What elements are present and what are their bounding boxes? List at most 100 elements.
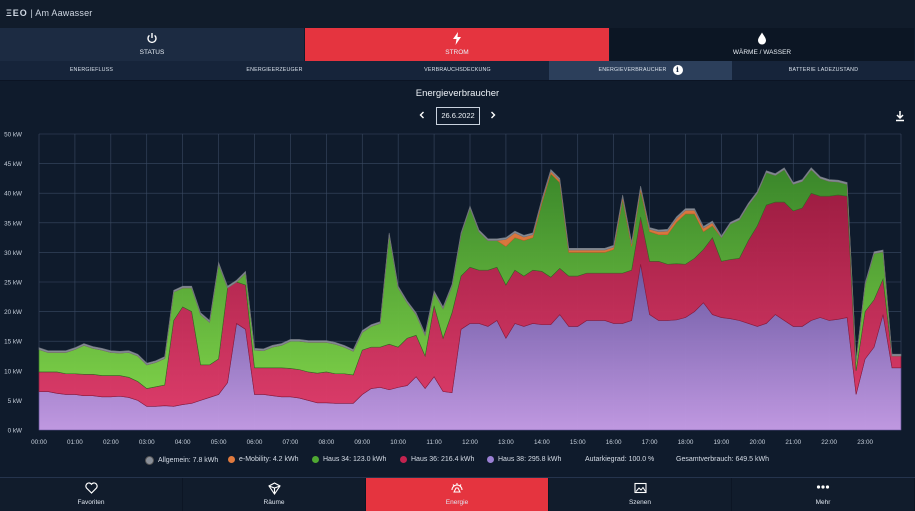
x-tick-label: 01:00: [67, 439, 83, 446]
subtab-label: ENERGIEERZEUGER: [246, 67, 303, 73]
gesamtverbrauch-value: Gesamtverbrauch: 649.5 kWh: [676, 456, 769, 463]
download-icon: [896, 111, 904, 122]
lightning-icon: [305, 32, 609, 46]
legend-dot: [228, 456, 235, 463]
legend-dot: [400, 456, 407, 463]
x-tick-label: 15:00: [570, 439, 586, 446]
date-navigator: 26.6.2022: [0, 107, 915, 125]
x-tick-label: 22:00: [821, 439, 837, 446]
subtab-energieerzeuger[interactable]: ENERGIEERZEUGER: [183, 61, 366, 80]
y-tick-label: 15 kW: [4, 339, 22, 346]
subtab-energiefluss[interactable]: ENERGIEFLUSS: [0, 61, 183, 80]
nav-label: Energie: [445, 499, 469, 506]
x-tick-label: 07:00: [283, 439, 299, 446]
brand-separator: |: [30, 8, 34, 18]
y-tick-label: 10 kW: [4, 368, 22, 375]
x-tick-label: 11:00: [426, 439, 442, 446]
x-tick-label: 19:00: [714, 439, 730, 446]
x-tick-label: 18:00: [678, 439, 694, 446]
x-tick-label: 04:00: [175, 439, 191, 446]
brand: ΞEO | Am Aawasser: [6, 8, 93, 18]
legend-item-haus36[interactable]: Haus 36: 216.4 kWh: [400, 456, 474, 463]
subtab-batterie-ladezustand[interactable]: BATTERIE LADEZUSTAND: [732, 61, 915, 80]
gesamtverbrauch-label: Gesamtverbrauch: 649.5 kWh: [676, 456, 769, 463]
more-dots-icon: [732, 482, 914, 496]
nav-mehr[interactable]: Mehr: [732, 478, 915, 511]
download-button[interactable]: [894, 109, 906, 122]
nav-favoriten[interactable]: Favoriten: [0, 478, 183, 511]
x-tick-label: 03:00: [139, 439, 155, 446]
tab-waerme-wasser[interactable]: WÄRME / WASSER: [610, 28, 915, 61]
legend-dot: [145, 456, 154, 465]
legend-item-haus38[interactable]: Haus 38: 295.8 kWh: [487, 456, 561, 463]
cube-icon: [183, 482, 365, 496]
tab-status-label: STATUS: [139, 49, 165, 56]
subtab-energieverbraucher[interactable]: ENERGIEVERBRAUCHER i: [549, 61, 732, 80]
legend-label: Haus 38: 295.8 kWh: [498, 456, 562, 463]
energy-icon: [366, 482, 548, 496]
legend-dot: [312, 456, 319, 463]
water-drop-icon: [610, 32, 914, 46]
subtab-label: ENERGIEVERBRAUCHER: [598, 67, 667, 73]
legend-item-haus34[interactable]: Haus 34: 123.0 kWh: [312, 456, 386, 463]
bottom-navigation: Favoriten Räume Energie Szenen Mehr: [0, 477, 915, 511]
x-tick-label: 23:00: [857, 439, 873, 446]
legend-item-allgemein[interactable]: Allgemein: 7.8 kWh: [145, 456, 218, 465]
autarkie-label: Autarkiegrad: 100.0 %: [585, 456, 655, 463]
autarkie-value: Autarkiegrad: 100.0 %: [585, 456, 654, 463]
date-field[interactable]: 26.6.2022: [436, 107, 480, 125]
chart-title: Energieverbraucher: [415, 88, 500, 99]
x-tick-label: 21:00: [785, 439, 801, 446]
x-tick-label: 02:00: [103, 439, 119, 446]
chart-legend: Allgemein: 7.8 kWh e-Mobility: 4.2 kWh H…: [0, 456, 915, 468]
chevron-left-icon: [419, 111, 424, 119]
y-tick-label: 20 kW: [4, 309, 22, 316]
legend-label: Allgemein: 7.8 kWh: [158, 457, 219, 464]
chevron-right-icon: [491, 111, 496, 119]
x-tick-label: 17:00: [642, 439, 658, 446]
y-tick-label: 30 kW: [4, 250, 22, 257]
nav-label: Räume: [263, 499, 285, 506]
power-icon: [0, 32, 304, 46]
sub-tabs: ENERGIEFLUSS ENERGIEERZEUGER VERBRAUCHSD…: [0, 61, 915, 81]
nav-label: Mehr: [815, 499, 831, 506]
next-day-button[interactable]: [486, 108, 500, 122]
energy-consumer-chart: 0 kW 5 kW 10 kW 15 kW 20 kW 25 kW 30 kW 35 kW 40…: [4, 132, 902, 446]
y-tick-label: 45 kW: [4, 161, 22, 168]
x-tick-label: 06:00: [247, 439, 263, 446]
legend-label: e-Mobility: 4.2 kWh: [239, 456, 299, 463]
x-tick-label: 08:00: [318, 439, 334, 446]
x-tick-label: 16:00: [606, 439, 622, 446]
picture-icon: [549, 482, 731, 496]
y-tick-label: 35 kW: [4, 220, 22, 227]
legend-label: Haus 36: 216.4 kWh: [411, 456, 475, 463]
tab-strom-label: STROM: [445, 49, 469, 56]
info-icon[interactable]: i: [672, 64, 683, 75]
subtab-verbrauchsdeckung[interactable]: VERBRAUCHSDECKUNG: [366, 61, 549, 80]
heart-icon: [0, 482, 182, 496]
legend-item-emobility[interactable]: e-Mobility: 4.2 kWh: [228, 456, 299, 463]
y-tick-label: 25 kW: [4, 280, 22, 287]
main-tabs: STATUS STROM WÄRME / WASSER: [0, 28, 915, 61]
legend-label: Haus 34: 123.0 kWh: [323, 456, 387, 463]
nav-raeume[interactable]: Räume: [183, 478, 366, 511]
nav-szenen[interactable]: Szenen: [549, 478, 732, 511]
y-tick-label: 40 kW: [4, 191, 22, 198]
location-name: Am Aawasser: [35, 8, 93, 18]
nav-label: Szenen: [628, 499, 652, 506]
logo: ΞEO: [6, 8, 28, 18]
previous-day-button[interactable]: [415, 108, 429, 122]
x-tick-label: 12:00: [462, 439, 478, 446]
tab-status[interactable]: STATUS: [0, 28, 305, 61]
subtab-label: VERBRAUCHSDECKUNG: [424, 67, 491, 73]
x-tick-label: 05:00: [211, 439, 227, 446]
legend-dot: [487, 456, 494, 463]
tab-strom[interactable]: STROM: [305, 28, 610, 61]
x-tick-label: 09:00: [354, 439, 370, 446]
x-tick-label: 13:00: [498, 439, 514, 446]
y-tick-label: 50 kW: [4, 132, 22, 139]
nav-label: Favoriten: [77, 499, 105, 506]
nav-energie[interactable]: Energie: [366, 478, 549, 511]
y-tick-label: 5 kW: [8, 398, 22, 405]
x-tick-label: 00:00: [31, 439, 47, 446]
